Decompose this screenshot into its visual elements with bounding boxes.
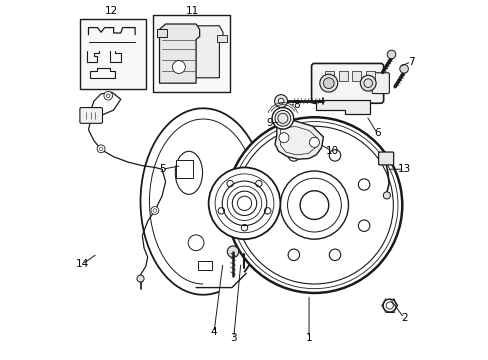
Circle shape bbox=[386, 50, 395, 59]
Circle shape bbox=[360, 75, 375, 91]
Bar bbox=[80, 19, 145, 89]
FancyBboxPatch shape bbox=[80, 108, 102, 123]
Text: 7: 7 bbox=[407, 57, 414, 67]
Circle shape bbox=[274, 111, 290, 126]
Text: 13: 13 bbox=[397, 164, 410, 174]
Circle shape bbox=[383, 192, 389, 199]
Ellipse shape bbox=[175, 151, 202, 194]
Circle shape bbox=[383, 299, 395, 312]
Polygon shape bbox=[198, 261, 212, 270]
Bar bbox=[338, 71, 347, 81]
Circle shape bbox=[97, 145, 105, 153]
Circle shape bbox=[309, 137, 319, 147]
Bar bbox=[153, 15, 230, 92]
Polygon shape bbox=[274, 121, 323, 159]
Circle shape bbox=[319, 74, 337, 92]
Text: 2: 2 bbox=[400, 313, 407, 323]
Text: 9: 9 bbox=[266, 118, 272, 128]
Circle shape bbox=[227, 246, 238, 257]
Text: 10: 10 bbox=[325, 146, 338, 156]
Text: 1: 1 bbox=[305, 333, 312, 343]
FancyBboxPatch shape bbox=[371, 73, 388, 94]
Text: 5: 5 bbox=[159, 164, 165, 174]
Bar bbox=[352, 71, 361, 81]
Circle shape bbox=[274, 95, 287, 108]
Polygon shape bbox=[185, 26, 223, 78]
Bar bbox=[366, 71, 374, 81]
Circle shape bbox=[271, 108, 293, 129]
Text: 4: 4 bbox=[210, 327, 217, 337]
Circle shape bbox=[188, 235, 203, 251]
Polygon shape bbox=[316, 100, 369, 114]
Text: 11: 11 bbox=[185, 6, 199, 17]
FancyBboxPatch shape bbox=[311, 63, 383, 103]
Text: 8: 8 bbox=[293, 100, 299, 110]
FancyBboxPatch shape bbox=[378, 152, 393, 165]
Circle shape bbox=[208, 167, 280, 239]
Polygon shape bbox=[159, 24, 199, 83]
Text: 6: 6 bbox=[373, 129, 380, 138]
Circle shape bbox=[172, 60, 185, 73]
Polygon shape bbox=[217, 35, 226, 42]
Circle shape bbox=[151, 207, 159, 215]
Circle shape bbox=[278, 133, 288, 143]
Circle shape bbox=[137, 275, 144, 282]
Circle shape bbox=[104, 91, 112, 100]
Text: 3: 3 bbox=[230, 333, 237, 343]
Bar bbox=[325, 71, 333, 81]
Circle shape bbox=[323, 78, 333, 89]
Circle shape bbox=[226, 117, 402, 293]
Text: 14: 14 bbox=[76, 259, 89, 269]
Text: 12: 12 bbox=[105, 6, 118, 17]
Polygon shape bbox=[156, 30, 167, 37]
Circle shape bbox=[399, 64, 407, 73]
Polygon shape bbox=[176, 160, 192, 178]
